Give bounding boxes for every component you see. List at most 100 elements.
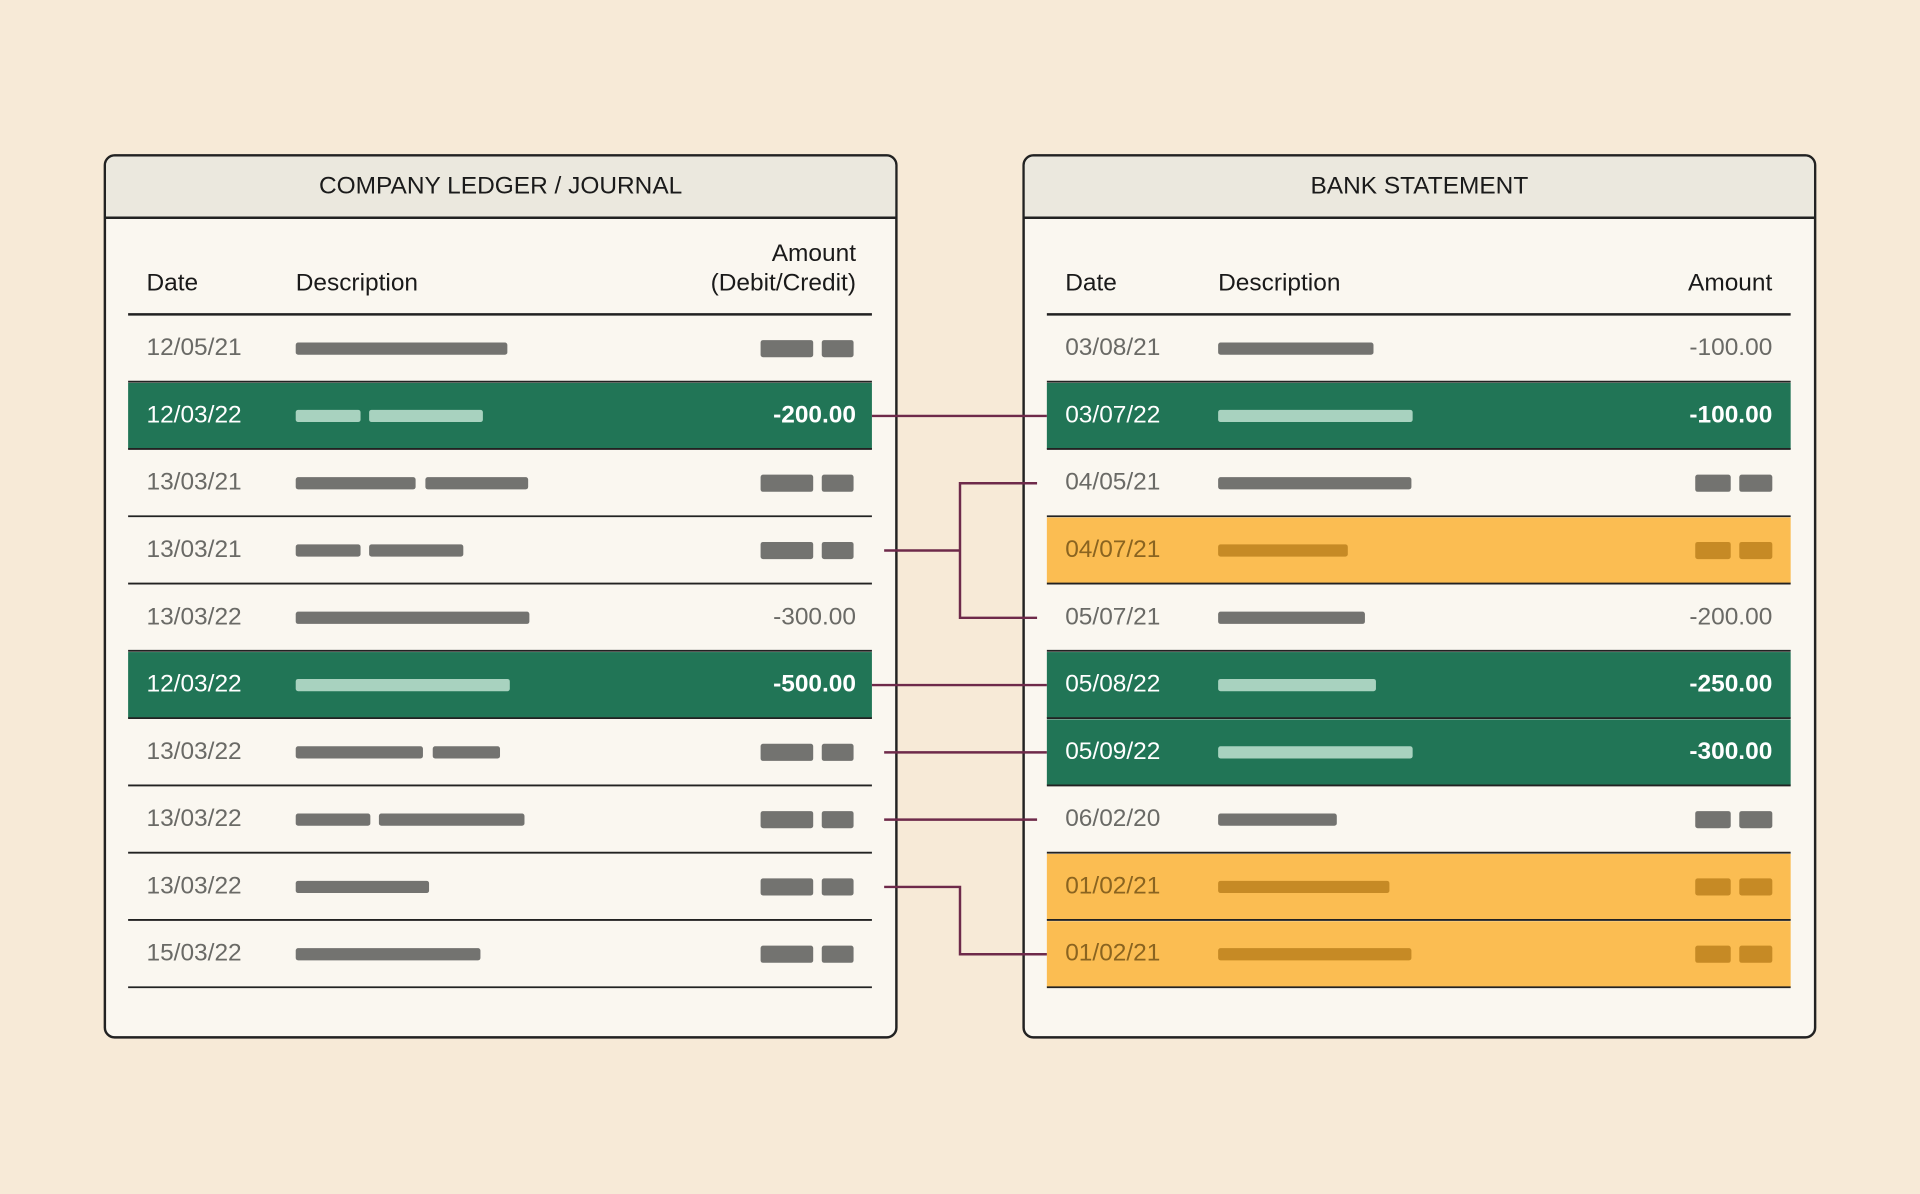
row-date: 06/02/20: [1065, 805, 1160, 832]
description-redacted: [295, 544, 361, 557]
row-date: 13/03/22: [146, 738, 241, 765]
column-header: Date: [1065, 269, 1117, 296]
description-redacted: [295, 948, 481, 961]
table-row: 13/03/21: [128, 469, 872, 518]
description-redacted: [1218, 880, 1390, 894]
table-row: 01/02/21: [1046, 853, 1791, 921]
panel: BANK STATEMENT Date Description Amount 03/08…: [1022, 154, 1817, 1039]
description-redacted: [1218, 813, 1337, 826]
row-amount: -300.00: [1689, 738, 1772, 765]
description-redacted: [425, 477, 529, 490]
description-redacted: [378, 813, 525, 826]
amount-redacted: [821, 811, 854, 829]
description-redacted: [295, 477, 416, 490]
row-amount: -100.00: [1689, 401, 1772, 428]
amount-redacted: [760, 878, 814, 896]
row-date: 05/09/22: [1065, 738, 1160, 765]
description-redacted: [1218, 948, 1412, 961]
table-row: 05/08/22 -250.00: [1046, 652, 1791, 720]
description-redacted: [369, 409, 483, 423]
row-date: 13/03/22: [146, 603, 241, 630]
table-row: 01/02/21: [1046, 921, 1791, 989]
amount-redacted: [1739, 811, 1773, 829]
row-date: 01/02/21: [1065, 872, 1160, 899]
amount-redacted: [760, 340, 814, 358]
table-row: 04/05/21: [1046, 469, 1791, 518]
amount-redacted: [821, 541, 854, 560]
table-row: 13/03/22: [128, 872, 872, 921]
table-row: 15/03/22: [128, 940, 872, 989]
description-redacted: [1218, 611, 1365, 624]
table-row: 05/07/21 -200.00: [1046, 603, 1791, 652]
description-redacted: [1218, 477, 1412, 490]
description-redacted: [1218, 544, 1348, 557]
table-row: 12/03/22 -500.00: [128, 652, 872, 720]
table-row: 13/03/22: [128, 738, 872, 787]
row-highlight: [1046, 719, 1791, 786]
row-date: 13/03/22: [146, 872, 241, 899]
table-row: 13/03/22 -300.00: [128, 603, 872, 652]
amount-redacted: [1739, 541, 1773, 560]
amount-redacted: [1739, 878, 1773, 896]
table-row: 13/03/22: [128, 805, 872, 854]
row-amount: -200.00: [773, 401, 856, 428]
connector: [958, 482, 1038, 620]
description-redacted: [1218, 678, 1376, 692]
panel-header: [106, 156, 896, 218]
amount-redacted: [821, 945, 854, 963]
table-row: 03/08/21 -100.00: [1046, 334, 1791, 383]
amount-redacted: [1695, 474, 1731, 492]
row-amount: -300.00: [773, 603, 856, 630]
amount-redacted: [760, 811, 814, 829]
amount-redacted: [821, 878, 854, 896]
row-date: 12/03/22: [146, 401, 241, 428]
row-highlight: [1046, 382, 1791, 449]
description-redacted: [432, 746, 501, 759]
amount-redacted: [1739, 945, 1773, 963]
row-amount: -250.00: [1689, 671, 1772, 698]
description-redacted: [1218, 746, 1413, 759]
amount-redacted: [760, 541, 814, 560]
amount-redacted: [760, 474, 814, 492]
row-date: 12/03/22: [146, 671, 241, 698]
row-date: 03/08/21: [1065, 334, 1160, 361]
row-date: 01/02/21: [1065, 940, 1160, 967]
row-date: 05/08/22: [1065, 671, 1160, 698]
row-amount: -100.00: [1689, 334, 1772, 361]
table-row: 05/09/22 -300.00: [1046, 719, 1791, 787]
amount-redacted: [821, 340, 854, 358]
table-row: 06/02/20: [1046, 805, 1791, 854]
row-highlight: [1046, 853, 1791, 920]
row-amount: -500.00: [773, 671, 856, 698]
column-header: Description: [296, 269, 418, 296]
amount-redacted: [1695, 541, 1731, 560]
row-date: 04/05/21: [1065, 469, 1160, 496]
row-highlight: [128, 382, 872, 449]
description-redacted: [1218, 409, 1413, 423]
row-date: 05/07/21: [1065, 603, 1160, 630]
description-redacted: [295, 409, 361, 423]
row-date: 13/03/22: [146, 805, 241, 832]
amount-redacted: [1739, 474, 1773, 492]
table-row: 03/07/22 -100.00: [1046, 382, 1791, 450]
table-row: 12/05/21: [128, 334, 872, 383]
description-redacted: [295, 342, 508, 355]
panel-header: [1024, 156, 1814, 218]
amount-redacted: [1695, 945, 1731, 963]
amount-redacted: [1695, 811, 1731, 829]
description-redacted: [369, 544, 464, 557]
connector: [884, 885, 1047, 956]
table-row: 04/07/21: [1046, 517, 1791, 585]
table-row: 12/03/22 -200.00: [128, 382, 872, 450]
column-header: Amount: [1688, 269, 1772, 296]
row-amount: -200.00: [1689, 603, 1772, 630]
column-header: (Debit/Credit): [711, 269, 856, 296]
amount-redacted: [760, 945, 814, 963]
row-date: 04/07/21: [1065, 536, 1160, 563]
row-date: 12/05/21: [146, 334, 241, 361]
row-date: 13/03/21: [146, 469, 241, 496]
panel-title: COMPANY LEDGER / JOURNAL: [319, 173, 682, 200]
description-redacted: [295, 611, 530, 624]
